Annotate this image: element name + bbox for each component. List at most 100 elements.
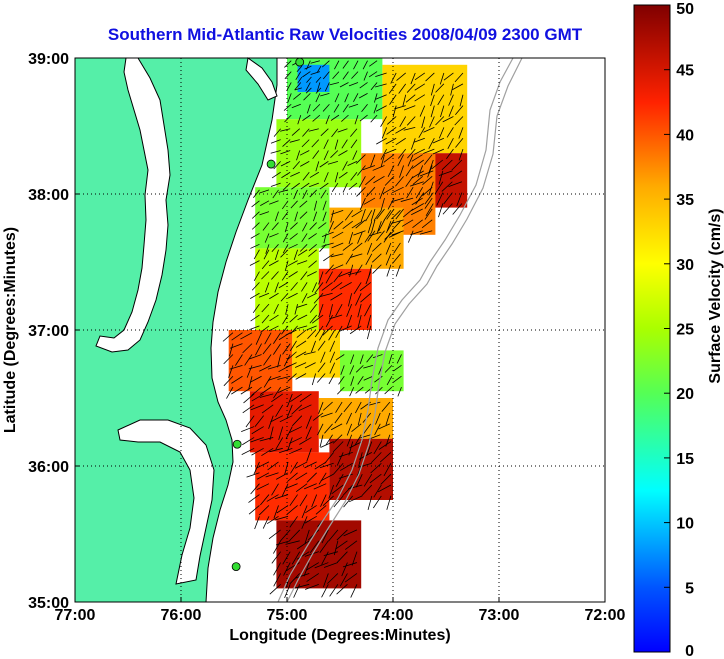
bathymetry-contour-outer (286, 57, 523, 603)
velocity-arrow (301, 516, 308, 529)
velocity-arrow (376, 230, 385, 241)
velocity-arrow (260, 494, 270, 506)
velocity-arrow (370, 154, 376, 167)
velocity-arrow (289, 437, 303, 444)
velocity-arrow (280, 249, 289, 258)
velocity-arrow (357, 376, 364, 385)
velocity-arrow (353, 93, 359, 102)
velocity-arrow (375, 386, 383, 395)
colorbar-label: Surface Velocity (cm/s) (707, 208, 724, 383)
velocity-arrow (334, 60, 340, 70)
velocity-arrow (290, 282, 298, 291)
velocity-arrow (255, 332, 262, 345)
velocity-arrow (339, 282, 352, 290)
velocity-arrow (335, 354, 345, 361)
x-tick-label: 76:00 (161, 607, 202, 624)
velocity-arrow (405, 176, 414, 187)
velocity-arrow (372, 354, 383, 359)
velocity-arrow (349, 365, 355, 375)
velocity-arrow (347, 160, 358, 166)
velocity-arrow (287, 373, 297, 382)
y-axis-label: Latitude (Degrees:Minutes) (2, 227, 19, 433)
velocity-arrow (251, 386, 262, 396)
velocity-arrow (322, 495, 334, 507)
velocity-arrow (446, 127, 454, 138)
velocity-arrow (357, 462, 372, 468)
velocity-arrow (322, 325, 333, 336)
velocity-arrow (384, 386, 393, 395)
delaware-bay (245, 57, 278, 101)
velocity-arrow (303, 93, 311, 101)
station-marker (232, 439, 242, 449)
velocity-arrow (406, 116, 416, 126)
velocity-arrow (290, 200, 298, 209)
velocity-arrow (284, 222, 289, 233)
velocity-arrow (338, 473, 353, 479)
velocity-arrow (249, 292, 260, 299)
velocity-arrow (351, 423, 362, 433)
velocity-arrow (329, 82, 340, 86)
velocity-arrow (344, 93, 349, 103)
velocity-arrow (422, 176, 433, 186)
velocity-arrow (309, 303, 317, 313)
velocity-arrow (337, 128, 348, 133)
velocity-arrow (410, 72, 416, 85)
velocity-arrow (323, 150, 329, 161)
velocity-arrow (287, 437, 293, 451)
velocity-arrow (363, 364, 373, 369)
velocity-arrow (357, 304, 362, 318)
velocity-arrow (349, 386, 355, 397)
velocity-arrow (362, 165, 376, 171)
velocity-arrow (284, 483, 298, 490)
velocity-arrow (418, 127, 426, 138)
velocity-arrow (255, 343, 262, 356)
velocity-arrow (382, 186, 395, 195)
velocity-arrow (290, 171, 300, 177)
velocity-arrow (313, 200, 318, 211)
velocity-arrow (285, 362, 297, 369)
velocity-arrow (295, 71, 302, 81)
velocity-arrow (284, 114, 292, 123)
velocity-arrow (391, 197, 404, 203)
velocity-arrow (374, 423, 381, 436)
velocity-arrow (423, 148, 435, 154)
velocity-arrow (359, 197, 366, 210)
velocity-arrow (366, 242, 373, 255)
velocity-arrow (435, 83, 445, 93)
velocity-arrow (259, 505, 270, 516)
velocity-arrow (289, 233, 298, 240)
velocity-arrow (274, 282, 279, 293)
velocity-arrow (454, 116, 464, 126)
station-marker (231, 562, 241, 572)
velocity-arrow (319, 161, 329, 168)
velocity-arrow (301, 139, 310, 148)
velocity-arrow (291, 128, 300, 136)
velocity-arrow (302, 71, 311, 78)
velocity-arrow (311, 139, 320, 148)
velocity-arrow (455, 137, 464, 148)
velocity-arrow (313, 293, 324, 304)
velocity-arrow (363, 197, 376, 205)
velocity-arrow (317, 362, 326, 373)
velocity-arrow (323, 562, 339, 568)
velocity-arrow (404, 105, 416, 111)
velocity-arrow (355, 386, 364, 394)
velocity-arrow (267, 461, 279, 471)
velocity-arrow (351, 209, 363, 218)
velocity-arrow (271, 171, 281, 179)
velocity-arrow (262, 343, 272, 355)
velocity-arrow (333, 463, 344, 475)
velocity-arrow (292, 161, 301, 170)
velocity-arrow (329, 351, 336, 363)
velocity-arrow (314, 282, 324, 294)
velocity-arrow (324, 82, 330, 92)
velocity-arrow (269, 314, 279, 322)
velocity-arrow (380, 154, 385, 168)
velocity-arrow (350, 253, 363, 258)
velocity-arrow (299, 393, 312, 403)
velocity-arrow (282, 139, 291, 147)
velocity-arrow (336, 529, 348, 541)
velocity-arrow (329, 584, 339, 597)
velocity-arrow (306, 448, 312, 462)
colorbar-tick-label: 50 (676, 1, 694, 18)
